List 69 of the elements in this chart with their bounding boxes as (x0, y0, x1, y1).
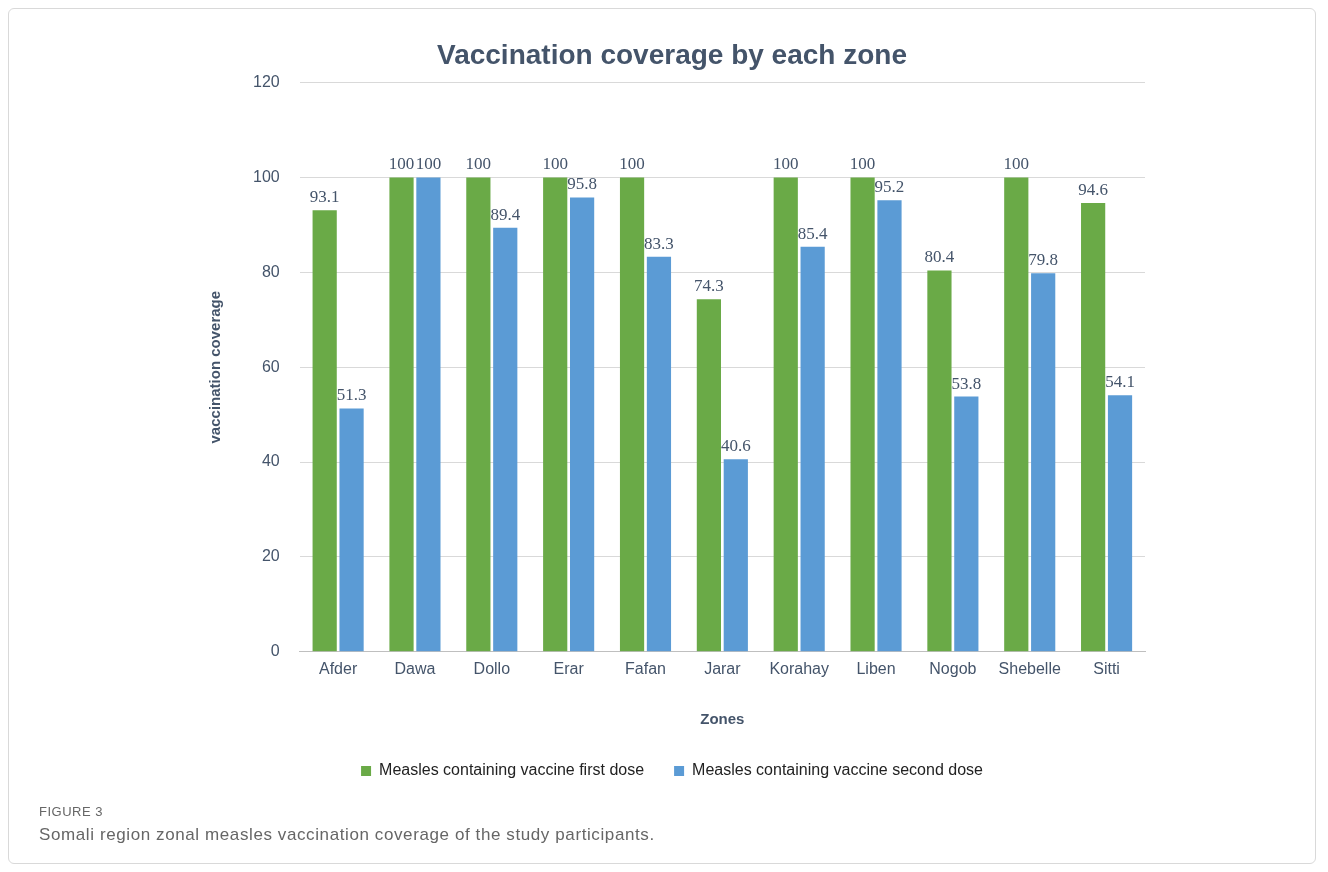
bar (954, 396, 979, 652)
bar (416, 177, 441, 652)
bar (773, 177, 798, 652)
data-label: 100 (1003, 154, 1030, 174)
data-label: 100 (415, 154, 442, 174)
x-tick-label: Jarar (704, 659, 742, 677)
x-tick-label: Nogob (929, 659, 977, 677)
data-label: 100 (773, 154, 799, 174)
x-tick-label: Korahay (769, 659, 829, 677)
bar (927, 270, 952, 652)
data-label: 53.8 (951, 373, 982, 393)
y-tick-label: 120 (252, 73, 280, 91)
bar (1107, 395, 1133, 652)
data-label: 80.4 (924, 247, 955, 267)
x-tick-label: Shebelle (998, 659, 1061, 677)
x-tick-label: Fafan (625, 659, 666, 677)
data-label: 100 (619, 154, 645, 174)
data-label: 85.4 (797, 223, 829, 243)
bar (312, 210, 337, 652)
x-tick-label: Afder (318, 659, 358, 677)
bar (696, 299, 721, 652)
y-tick-label: 20 (261, 547, 280, 565)
caption: FIGURE 3 (39, 804, 104, 819)
y-tick-label: 60 (261, 357, 280, 375)
data-label: 100 (849, 154, 876, 174)
y-tick-label: 40 (261, 452, 280, 470)
x-tick-label: Liben (856, 659, 896, 677)
bar (646, 256, 672, 652)
data-label: 40.6 (720, 436, 751, 456)
legend-label: Measles containing vaccine first dose (379, 761, 645, 779)
data-label: 54.1 (1105, 372, 1135, 392)
bar (543, 177, 568, 652)
bar (339, 408, 364, 652)
data-label: 51.3 (336, 385, 367, 405)
data-label: 95.8 (567, 174, 597, 194)
bar (493, 227, 518, 652)
bar (800, 246, 825, 652)
legend-label: Measles containing vaccine second dose (692, 761, 984, 779)
bar (570, 197, 595, 652)
bar (1031, 273, 1056, 652)
bar (1081, 203, 1106, 652)
bar (1004, 177, 1029, 652)
data-label: 100 (542, 154, 568, 174)
data-label: 74.3 (694, 276, 724, 296)
bar (619, 177, 645, 652)
y-tick-label: 0 (270, 642, 280, 660)
x-tick-label: Erar (553, 659, 585, 677)
data-label: 94.6 (1078, 180, 1108, 200)
x-tick-label: Dawa (394, 659, 436, 677)
y-axis-title: vaccination coverage (206, 290, 224, 444)
data-label: 95.2 (874, 177, 905, 197)
x-axis-title: Zones (700, 710, 745, 728)
bar (723, 459, 748, 652)
data-label: 79.8 (1028, 250, 1059, 270)
bar (466, 177, 491, 652)
data-label: 100 (388, 154, 415, 174)
x-tick-label: Dollo (473, 659, 511, 677)
x-tick-label: Sitti (1093, 659, 1120, 677)
data-label: 100 (465, 154, 492, 174)
text: Somali region zonal measles vaccination coverage of the study participants. (39, 825, 655, 845)
bar (877, 200, 902, 652)
chart-title: Vaccination coverage by each zone (437, 38, 907, 70)
y-tick-label: 100 (252, 167, 280, 185)
data-label: 89.4 (490, 204, 521, 224)
bar (389, 177, 414, 652)
bar (850, 177, 875, 652)
data-label: 83.3 (644, 233, 674, 253)
y-tick-label: 80 (261, 262, 280, 280)
data-label: 93.1 (309, 187, 340, 207)
